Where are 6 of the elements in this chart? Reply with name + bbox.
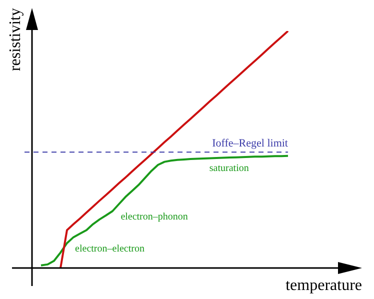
annotation: electron–phonon <box>120 212 188 223</box>
annotation: saturation <box>209 163 249 174</box>
annotation: electron–electron <box>75 244 144 255</box>
y-axis-title: resistivity <box>7 8 24 72</box>
x-axis-title: temperature <box>286 277 362 294</box>
ref-line-label: Ioffe–Regel limit <box>212 138 288 150</box>
